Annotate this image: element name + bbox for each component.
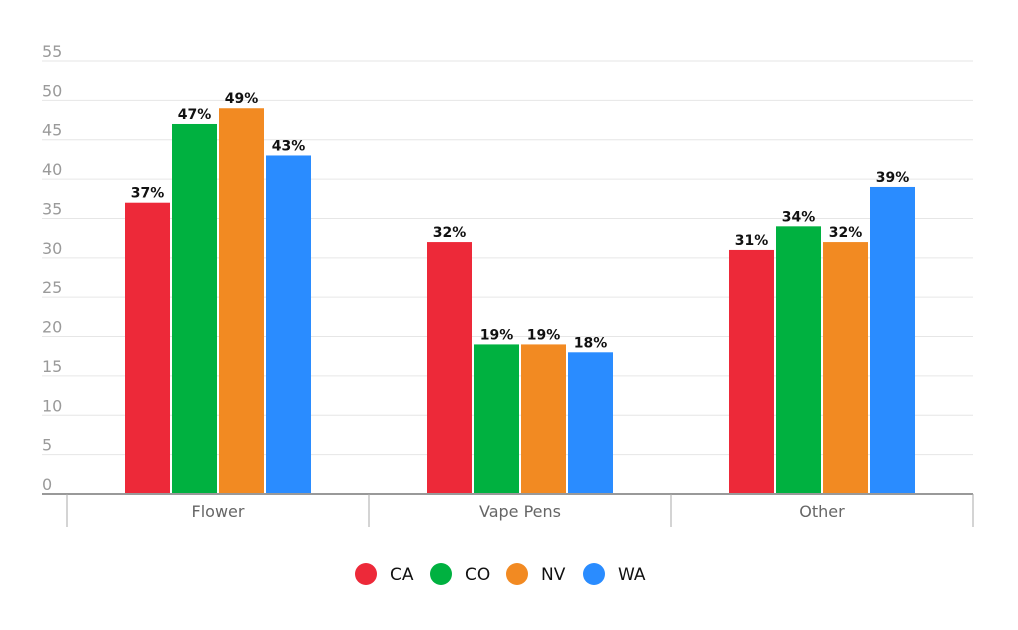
data-label: 43% bbox=[272, 138, 306, 154]
y-tick-label: 30 bbox=[42, 239, 62, 258]
data-label: 19% bbox=[480, 327, 514, 343]
y-tick-label: 10 bbox=[42, 396, 62, 415]
bar-ca-other bbox=[729, 249, 774, 494]
bar-co-other bbox=[776, 226, 821, 494]
bar-nv-other bbox=[823, 242, 868, 494]
y-tick-label: 50 bbox=[42, 81, 62, 100]
legend-marker-co bbox=[430, 563, 452, 585]
data-label: 31% bbox=[735, 233, 769, 249]
y-tick-label: 40 bbox=[42, 160, 62, 179]
data-label: 39% bbox=[876, 170, 910, 186]
y-tick-label: 55 bbox=[42, 42, 62, 61]
data-label: 32% bbox=[829, 225, 863, 241]
y-tick-label: 45 bbox=[42, 121, 62, 140]
x-tick-label: Vape Pens bbox=[479, 502, 561, 521]
data-label: 32% bbox=[433, 225, 467, 241]
y-tick-label: 20 bbox=[42, 318, 62, 337]
legend-label-ca: CA bbox=[390, 565, 414, 585]
bar-ca-vape-pens bbox=[427, 242, 472, 494]
data-label: 47% bbox=[178, 107, 212, 123]
x-tick-label: Flower bbox=[192, 502, 245, 521]
bar-wa-flower bbox=[266, 155, 311, 495]
y-tick-label: 25 bbox=[42, 278, 62, 297]
legend-marker-wa bbox=[583, 563, 605, 585]
bar-co-vape-pens bbox=[474, 344, 519, 494]
y-tick-label: 0 bbox=[42, 475, 52, 494]
legend-marker-ca bbox=[355, 563, 377, 585]
data-label: 18% bbox=[574, 335, 608, 351]
legend-label-nv: NV bbox=[541, 565, 566, 585]
bar-ca-flower bbox=[125, 202, 170, 494]
bar-nv-vape-pens bbox=[521, 344, 566, 494]
x-tick-label: Other bbox=[799, 502, 845, 521]
bar-wa-other bbox=[870, 186, 915, 495]
legend-marker-nv bbox=[506, 563, 528, 585]
legend-label-wa: WA bbox=[618, 565, 646, 585]
data-label: 19% bbox=[527, 327, 561, 343]
data-label: 37% bbox=[131, 186, 165, 202]
y-tick-label: 5 bbox=[42, 436, 52, 455]
bar-wa-vape-pens bbox=[568, 352, 613, 494]
data-label: 49% bbox=[225, 91, 259, 107]
y-tick-label: 35 bbox=[42, 199, 62, 218]
legend-label-co: CO bbox=[465, 565, 490, 585]
data-label: 34% bbox=[782, 209, 816, 225]
bar-nv-flower bbox=[219, 108, 264, 495]
y-tick-label: 15 bbox=[42, 357, 62, 376]
bar-co-flower bbox=[172, 123, 217, 495]
